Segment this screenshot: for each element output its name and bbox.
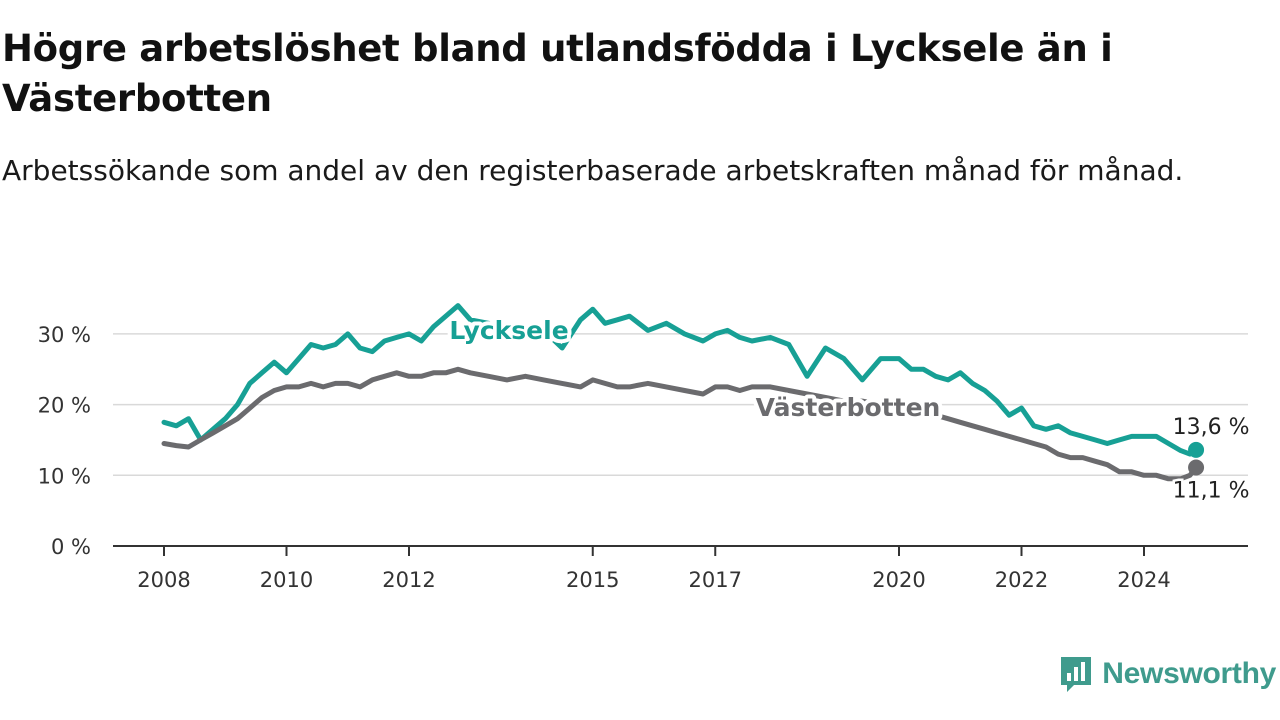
newsworthy-logo-icon [1061,657,1092,692]
y-tick-label: 30 % [38,323,91,347]
x-tick-label: 2020 [872,568,925,592]
newsworthy-logo: Newsworthy [1058,652,1276,696]
line-chart: 0 % 10 % 20 % 30 % 2008 2010 2012 2015 2017 2020… [37,303,1250,592]
x-tick-label: 2008 [137,568,190,592]
x-axis: 2008 2010 2012 2015 2017 2020 2022 2024 [137,546,1171,592]
series-label-lycksele: Lycksele [449,316,568,345]
x-tick-label: 2015 [566,568,619,592]
y-tick-label: 10 % [38,464,91,488]
chart-subtitle: Arbetssökande som andel av den registerb… [2,154,1184,187]
series-line-lycksele [161,303,1199,457]
x-tick-label: 2017 [689,568,742,592]
chart-title: Högre arbetslöshet bland utlandsfödda i … [2,27,1113,120]
y-axis: 0 % 10 % 20 % 30 % [38,323,91,559]
y-tick-label: 0 % [51,535,91,559]
x-tick-label: 2010 [260,568,313,592]
y-tick-label: 20 % [38,394,91,418]
grid-lines [113,333,1248,477]
endpoint-lycksele [1188,441,1205,458]
endpoint-vasterbotten [1188,459,1205,476]
series-line-vasterbotten [161,366,1199,482]
end-value-label-lycksele: 13,6 % [1173,415,1250,440]
x-tick-label: 2022 [995,568,1048,592]
series-label-vasterbotten: Västerbotten [756,393,941,422]
newsworthy-logo-text: Newsworthy [1102,657,1276,690]
x-tick-label: 2012 [382,568,435,592]
end-value-label-vasterbotten: 11,1 % [1173,479,1250,504]
x-tick-label: 2024 [1117,568,1170,592]
